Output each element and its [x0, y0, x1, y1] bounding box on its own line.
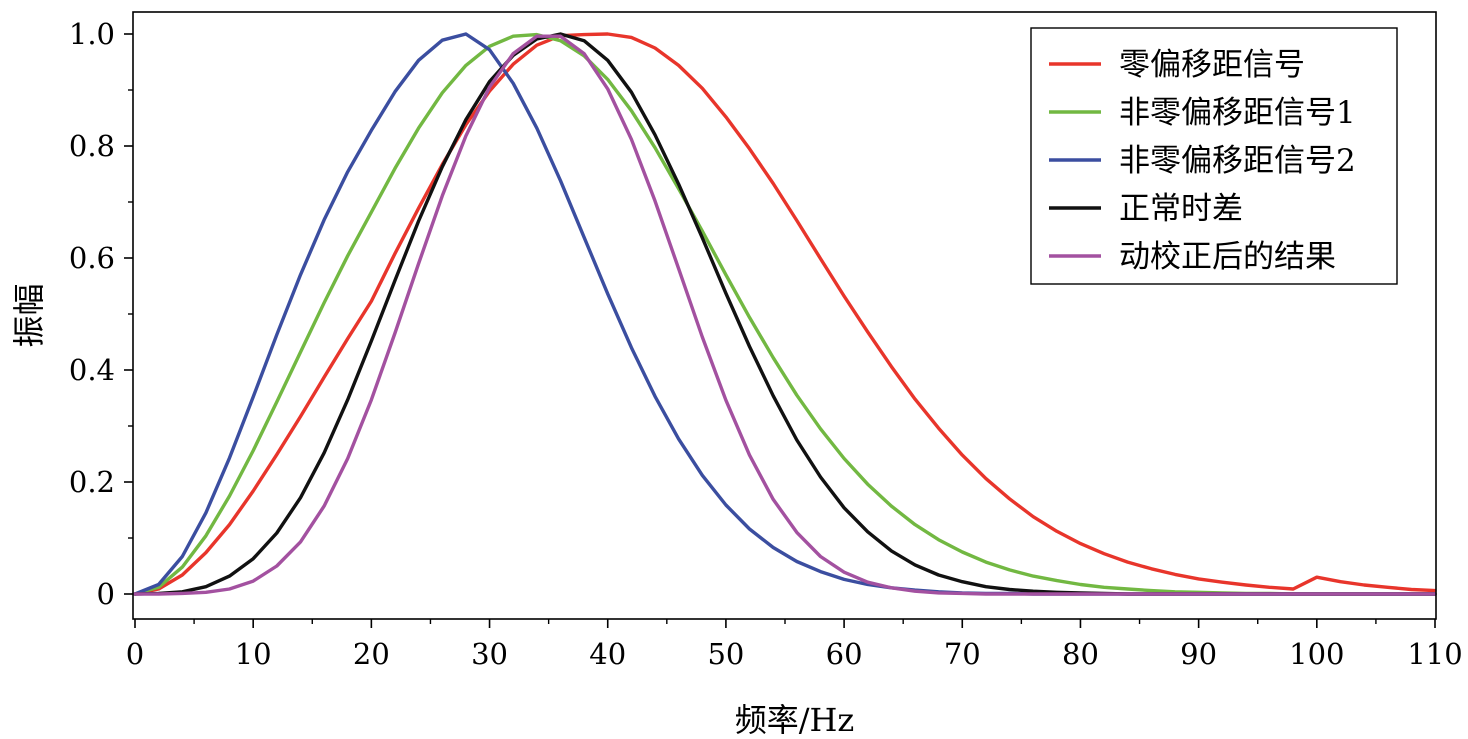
- legend-label: 零偏移距信号: [1119, 47, 1305, 83]
- x-axis-ticks: 0 10 20 30 40 50 60 70 80 90 100 110: [126, 619, 1463, 671]
- y-tick-label: 1.0: [69, 17, 115, 51]
- x-tick-label: 110: [1407, 637, 1462, 671]
- y-axis-ticks: 0 0.2 0.4 0.6 0.8 1.0: [69, 17, 133, 611]
- legend-label: 动校正后的结果: [1119, 239, 1336, 275]
- series-line-1: [133, 32, 1437, 596]
- x-tick-label: 70: [944, 637, 981, 671]
- series-lines: [133, 32, 1437, 596]
- x-tick-label: 100: [1289, 637, 1344, 671]
- legend-label: 非零偏移距信号2: [1119, 143, 1356, 179]
- x-tick-label: 0: [126, 637, 144, 671]
- legend-label: 非零偏移距信号1: [1119, 95, 1356, 131]
- x-tick-label: 10: [235, 637, 272, 671]
- x-axis-title: 频率/Hz: [735, 701, 855, 739]
- series-line-5: [133, 34, 1437, 596]
- legend-box: [1030, 27, 1398, 285]
- x-tick-label: 40: [589, 637, 626, 671]
- x-tick-label: 20: [353, 637, 390, 671]
- x-tick-label: 50: [707, 637, 744, 671]
- y-axis-title: 振幅: [10, 283, 48, 347]
- x-tick-label: 90: [1180, 637, 1217, 671]
- y-tick-label: 0.2: [69, 465, 115, 499]
- y-tick-label: 0.8: [69, 129, 115, 163]
- y-tick-label: 0.6: [69, 241, 115, 275]
- x-tick-label: 60: [826, 637, 863, 671]
- y-tick-label: 0: [97, 577, 115, 611]
- legend-label: 正常时差: [1119, 191, 1243, 227]
- x-tick-label: 30: [471, 637, 508, 671]
- plot-area-frame: [132, 11, 1437, 620]
- x-tick-label: 80: [1062, 637, 1099, 671]
- y-tick-label: 0.4: [69, 353, 115, 387]
